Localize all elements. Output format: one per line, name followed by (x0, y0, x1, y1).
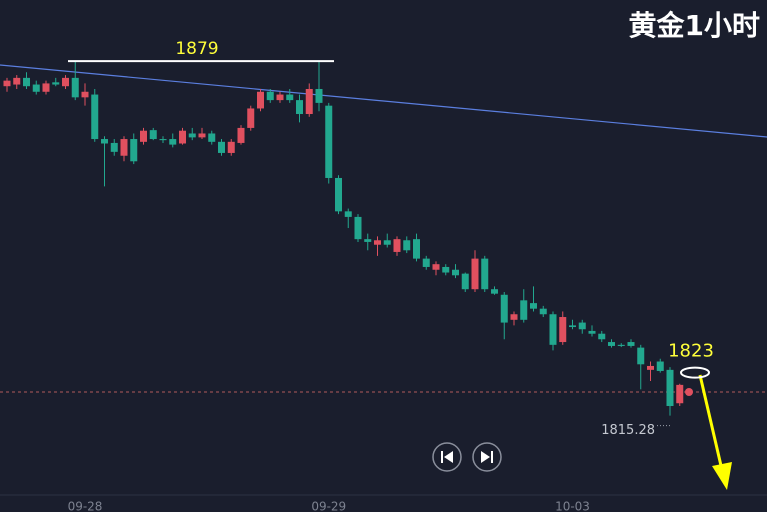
candle-body (101, 139, 108, 144)
candle-body (198, 133, 206, 138)
level-label: 1823 (668, 341, 714, 362)
candle-body (588, 330, 596, 334)
candle-body (491, 289, 498, 294)
candle-body (413, 239, 420, 259)
candle-body (23, 77, 30, 87)
candle-body (608, 342, 615, 346)
candle-body (383, 240, 391, 245)
candle-body (656, 361, 664, 371)
candle-body (344, 211, 352, 217)
candle-body (3, 80, 11, 87)
candle-body (539, 308, 547, 315)
candle-body (237, 127, 245, 143)
level-marker (680, 366, 710, 379)
candle-body (169, 139, 177, 145)
candle-body (159, 139, 167, 141)
candle-body (569, 325, 576, 328)
candle-body (257, 91, 264, 109)
candle-body (374, 240, 381, 245)
candle-body (208, 133, 216, 142)
next-button[interactable] (472, 442, 502, 472)
candle-body (442, 266, 450, 273)
candle-body (32, 84, 40, 92)
candle-body (91, 94, 99, 140)
candle-body (305, 88, 313, 115)
candle-body (676, 384, 684, 404)
candle-body (335, 177, 342, 212)
candle-body (432, 264, 440, 270)
candle-body (276, 94, 284, 101)
candle-body (13, 77, 21, 85)
candle-body (364, 239, 372, 242)
candle-body (461, 273, 469, 290)
current-dot (685, 388, 693, 396)
candle-body (149, 130, 157, 140)
candle-body (120, 139, 128, 156)
candle-body (296, 100, 303, 115)
low-label: 1815.28 (601, 423, 655, 438)
candle-body (471, 258, 479, 290)
candle-body (452, 269, 459, 276)
candle-body (578, 322, 586, 330)
candle-body (188, 133, 196, 138)
x-tick-label: 09-29 (311, 500, 346, 512)
chart-title: 黄金1小时 (629, 9, 760, 42)
candle-body (266, 91, 274, 101)
prev-button[interactable] (432, 442, 462, 472)
candle-body (227, 141, 235, 153)
candle-body (325, 105, 333, 178)
candle-body (510, 314, 518, 320)
candle-body (617, 344, 625, 346)
candle-body (218, 141, 225, 153)
candle-body (403, 240, 411, 251)
candle-body (110, 142, 118, 152)
candle-body (520, 300, 528, 320)
x-tick-label: 10-03 (555, 500, 590, 512)
candle-body (666, 369, 674, 407)
candle-body (637, 347, 645, 365)
arrow-head (712, 462, 732, 490)
candle-body (71, 77, 79, 98)
candle-body (481, 258, 489, 290)
candle-body (354, 216, 362, 240)
candle-body (179, 130, 186, 144)
candle-body (559, 317, 567, 343)
candle-body (286, 94, 294, 101)
x-tick-label: 09-28 (68, 500, 103, 512)
candle-body (81, 91, 89, 98)
level-label: 1879 (175, 39, 218, 59)
candle-body (549, 314, 557, 345)
candle-body (627, 342, 635, 346)
candle-body (42, 83, 50, 92)
candle-body (500, 294, 508, 323)
candle-body (52, 82, 60, 85)
trend-line (0, 64, 767, 138)
candle-body (598, 333, 606, 340)
candle-body (247, 108, 255, 128)
candle-body (647, 365, 654, 370)
candle-body (315, 88, 323, 103)
candle-body (393, 239, 401, 252)
candle-body (422, 258, 430, 267)
arrow-shaft (698, 374, 724, 471)
candle-body (530, 303, 537, 309)
candle-body (62, 77, 69, 87)
candle-body (140, 130, 147, 142)
candle-body (130, 139, 138, 162)
